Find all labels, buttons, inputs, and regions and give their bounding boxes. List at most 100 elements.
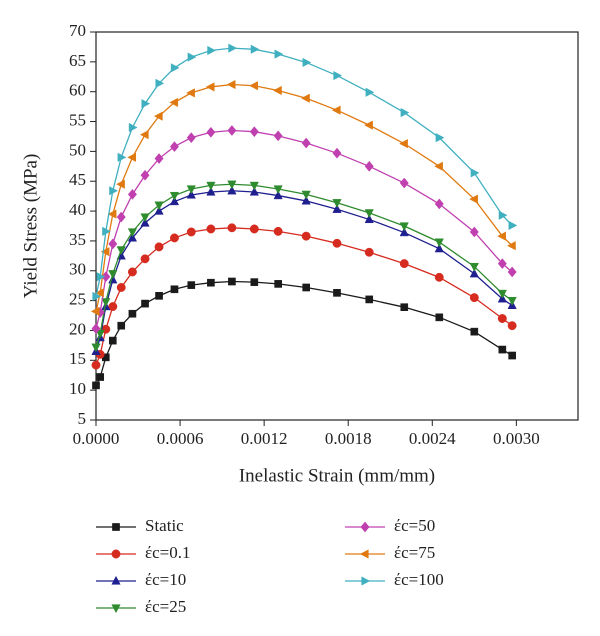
marker — [399, 227, 409, 237]
marker — [498, 210, 508, 220]
marker — [186, 227, 196, 237]
marker — [273, 130, 283, 142]
marker — [140, 217, 150, 227]
marker — [227, 185, 237, 195]
marker — [96, 373, 105, 381]
marker — [302, 57, 312, 68]
marker — [333, 289, 341, 297]
x-tick-label: 0.0006 — [157, 429, 204, 448]
marker — [116, 283, 126, 292]
marker — [469, 268, 479, 278]
marker — [333, 70, 343, 81]
marker — [111, 604, 121, 614]
x-tick-label: 0.0012 — [241, 429, 288, 448]
legend-label: έc=25 — [145, 597, 186, 616]
marker — [170, 285, 179, 294]
y-tick-label: 65 — [69, 51, 86, 70]
marker — [111, 549, 121, 559]
marker — [434, 238, 444, 248]
marker — [506, 241, 516, 251]
marker — [364, 120, 373, 130]
marker — [91, 323, 101, 335]
y-tick-label: 60 — [69, 81, 86, 100]
marker — [273, 190, 283, 200]
marker — [186, 189, 196, 199]
marker — [507, 297, 517, 306]
marker — [301, 231, 311, 241]
marker — [95, 288, 104, 298]
marker — [301, 137, 311, 149]
marker — [127, 152, 137, 162]
marker — [128, 122, 138, 133]
legend-label: έc=50 — [394, 516, 435, 535]
series-line — [95, 83, 513, 312]
marker — [102, 226, 111, 236]
marker — [273, 185, 283, 195]
marker — [108, 238, 118, 250]
marker — [206, 181, 216, 191]
marker — [435, 313, 444, 322]
marker — [399, 177, 409, 189]
marker — [507, 266, 517, 278]
marker — [399, 139, 408, 149]
y-tick-label: 50 — [69, 140, 86, 159]
y-tick-label: 70 — [69, 21, 86, 40]
marker — [207, 45, 217, 56]
marker — [227, 125, 237, 136]
marker — [250, 44, 260, 54]
marker — [154, 201, 164, 211]
marker — [302, 283, 310, 292]
y-tick-label: 5 — [78, 409, 87, 428]
marker — [227, 223, 237, 233]
marker — [508, 220, 518, 231]
marker — [249, 81, 258, 91]
marker — [226, 79, 236, 90]
marker — [399, 222, 409, 232]
y-tick-label: 10 — [69, 379, 86, 398]
marker — [470, 168, 480, 178]
marker — [434, 272, 444, 282]
marker — [359, 549, 369, 559]
marker — [469, 262, 479, 272]
marker — [498, 345, 507, 354]
marker — [116, 179, 125, 189]
marker — [508, 351, 516, 360]
marker — [170, 63, 180, 73]
marker — [497, 314, 507, 323]
marker — [109, 186, 118, 196]
marker — [249, 224, 259, 234]
marker — [361, 576, 371, 586]
marker — [249, 126, 259, 138]
marker — [127, 228, 138, 238]
marker — [140, 213, 150, 223]
marker — [207, 278, 215, 287]
series-line — [95, 183, 513, 348]
marker — [128, 309, 137, 318]
marker — [117, 321, 126, 330]
series-line — [95, 129, 513, 329]
marker — [108, 336, 117, 345]
marker — [434, 243, 444, 253]
marker — [169, 196, 180, 206]
y-tick-label: 45 — [69, 170, 86, 189]
marker — [274, 49, 284, 59]
marker — [140, 169, 150, 181]
marker — [101, 298, 111, 307]
marker — [155, 292, 163, 300]
marker — [274, 280, 282, 288]
y-tick-label: 20 — [69, 319, 86, 338]
marker — [169, 97, 179, 108]
plot-frame — [95, 31, 579, 421]
marker — [497, 289, 507, 299]
marker — [92, 291, 102, 302]
marker — [497, 231, 506, 241]
legend-label: Static — [145, 516, 184, 535]
marker — [127, 188, 137, 200]
y-tick-label: 40 — [69, 200, 86, 219]
marker — [331, 105, 341, 115]
marker — [469, 226, 479, 238]
marker — [95, 329, 105, 339]
y-tick-label: 30 — [69, 260, 86, 279]
marker — [435, 133, 445, 143]
